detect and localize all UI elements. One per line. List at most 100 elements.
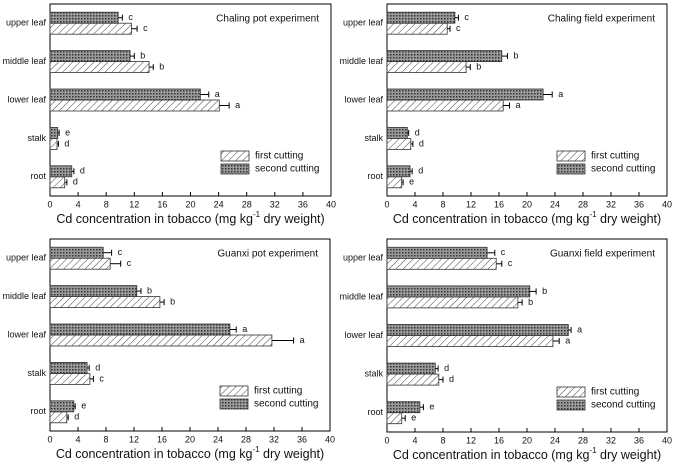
bar	[386, 412, 403, 425]
y-tick-label: upper leaf	[6, 18, 47, 28]
x-tick-label: 32	[606, 199, 616, 209]
error-bar	[159, 299, 165, 306]
legend-label: second cutting	[591, 400, 656, 411]
x-tick-label: 0	[47, 434, 52, 444]
significance-label: c	[508, 258, 513, 268]
x-tick-label: 32	[269, 434, 279, 444]
error-bar	[466, 64, 471, 71]
significance-label: b	[170, 296, 175, 306]
bar	[386, 88, 544, 101]
x-tick-label: 36	[298, 199, 308, 209]
y-tick-label: stalk	[27, 133, 46, 143]
bar	[386, 165, 411, 178]
significance-label: c	[143, 23, 148, 33]
error-bar	[118, 14, 123, 21]
error-bar	[66, 414, 69, 421]
bar	[49, 246, 104, 259]
error-bar	[149, 64, 154, 71]
legend-swatch	[556, 386, 586, 398]
error-bar	[57, 129, 60, 136]
significance-label: d	[415, 127, 420, 137]
bar	[386, 285, 531, 298]
error-bar	[89, 375, 94, 382]
significance-label: d	[444, 363, 449, 373]
bar	[386, 11, 456, 24]
x-tick-label: 4	[76, 199, 81, 209]
y-tick-label: middle leaf	[339, 291, 383, 301]
x-tick-label: 24	[550, 199, 560, 209]
error-bar	[401, 415, 406, 422]
bar	[386, 401, 421, 414]
bar	[49, 137, 58, 150]
error-bar	[419, 404, 424, 411]
error-bar	[447, 25, 451, 32]
bar	[49, 334, 273, 347]
bar	[49, 127, 59, 139]
bar	[386, 296, 519, 309]
x-tick-label: 16	[157, 199, 167, 209]
significance-label: d	[74, 412, 79, 422]
error-bar	[552, 338, 560, 344]
x-tick-label: 20	[522, 199, 532, 209]
x-axis-label-part: Cd concentration in tobacco (mg kg	[56, 447, 253, 461]
x-tick-label: 8	[104, 199, 109, 209]
significance-label: c	[99, 373, 104, 383]
x-axis-label: Cd concentration in tobacco (mg kg-1 dry…	[56, 445, 324, 461]
significance-label: c	[464, 12, 469, 22]
significance-label: d	[95, 362, 100, 372]
x-tick-label: 0	[384, 199, 389, 209]
legend-swatch	[220, 150, 250, 162]
error-bar	[73, 403, 76, 410]
significance-label: b	[140, 50, 145, 60]
legend-swatch	[220, 163, 250, 175]
x-tick-label: 40	[326, 199, 336, 209]
x-axis-label: Cd concentration in tobacco (mg kg-1 dry…	[56, 210, 324, 226]
bar	[386, 362, 436, 375]
error-bar	[529, 288, 537, 295]
error-bar	[496, 260, 503, 267]
x-tick-label: 20	[185, 434, 195, 444]
y-tick-label: stalk	[364, 368, 383, 378]
bar	[386, 22, 448, 35]
x-tick-label: 8	[440, 199, 445, 209]
bar	[49, 61, 150, 73]
error-bar	[57, 140, 59, 147]
bar	[49, 11, 119, 24]
bar	[386, 61, 467, 73]
x-tick-label: 40	[662, 199, 672, 209]
significance-label: a	[215, 89, 220, 99]
bar	[49, 400, 75, 413]
x-axis-label-part: dry weight)	[260, 212, 325, 226]
y-tick-label: lower leaf	[7, 329, 46, 339]
legend-label: first cutting	[591, 387, 639, 398]
y-tick-label: lower leaf	[344, 330, 383, 340]
y-tick-label: lower leaf	[344, 94, 383, 104]
y-tick-label: upper leaf	[343, 253, 384, 263]
legend-swatch	[219, 398, 249, 410]
legend-label: second cutting	[255, 164, 320, 175]
x-tick-label: 40	[325, 434, 335, 444]
y-tick-label: middle leaf	[2, 56, 46, 66]
error-bar	[229, 326, 237, 333]
error-bar	[543, 91, 553, 98]
x-tick-label: 16	[494, 435, 504, 445]
significance-label: b	[147, 285, 152, 295]
y-tick-label: stalk	[27, 368, 46, 378]
significance-label: d	[418, 166, 423, 176]
x-tick-label: 28	[241, 434, 251, 444]
legend-swatch	[556, 150, 586, 162]
x-axis-label-part: dry weight)	[260, 447, 325, 461]
significance-label: a	[235, 100, 240, 110]
panel-title: Guanxi field experiment	[550, 249, 655, 260]
bar	[49, 323, 231, 336]
x-tick-label: 28	[578, 199, 588, 209]
legend-label: first cutting	[254, 386, 302, 397]
significance-label: e	[411, 413, 416, 423]
error-bar	[435, 365, 439, 372]
x-tick-label: 32	[606, 435, 616, 445]
bar	[49, 285, 138, 298]
x-tick-label: 12	[129, 199, 139, 209]
error-bar	[136, 288, 142, 295]
significance-label: b	[159, 61, 164, 71]
